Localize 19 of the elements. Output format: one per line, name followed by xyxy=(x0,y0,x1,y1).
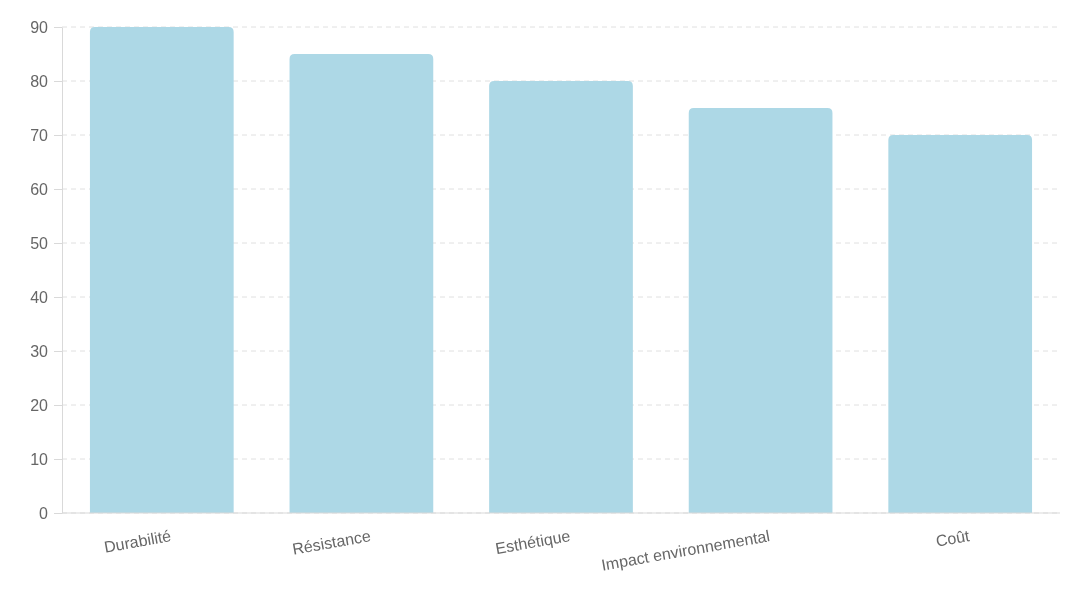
y-tick-label: 40 xyxy=(30,288,49,306)
y-tick-label: 10 xyxy=(30,450,49,468)
y-tick-label: 80 xyxy=(30,72,49,90)
y-tick-label: 60 xyxy=(30,180,49,198)
bar xyxy=(489,81,633,513)
bar xyxy=(688,108,833,513)
y-tick-label: 0 xyxy=(39,504,49,522)
x-tick-label: Coût xyxy=(934,527,972,550)
y-tick-label: 20 xyxy=(30,396,49,414)
y-tick-label: 70 xyxy=(30,126,49,144)
y-tick-label: 50 xyxy=(30,234,49,252)
bar xyxy=(888,135,1033,513)
x-tick-label: Esthétique xyxy=(494,527,572,558)
x-tick-label: Durabilité xyxy=(102,527,173,556)
y-tick-label: 30 xyxy=(30,342,49,360)
bar xyxy=(289,54,434,513)
x-tick-label: Résistance xyxy=(291,527,373,558)
y-tick-label: 90 xyxy=(30,18,49,36)
bar xyxy=(89,27,234,513)
